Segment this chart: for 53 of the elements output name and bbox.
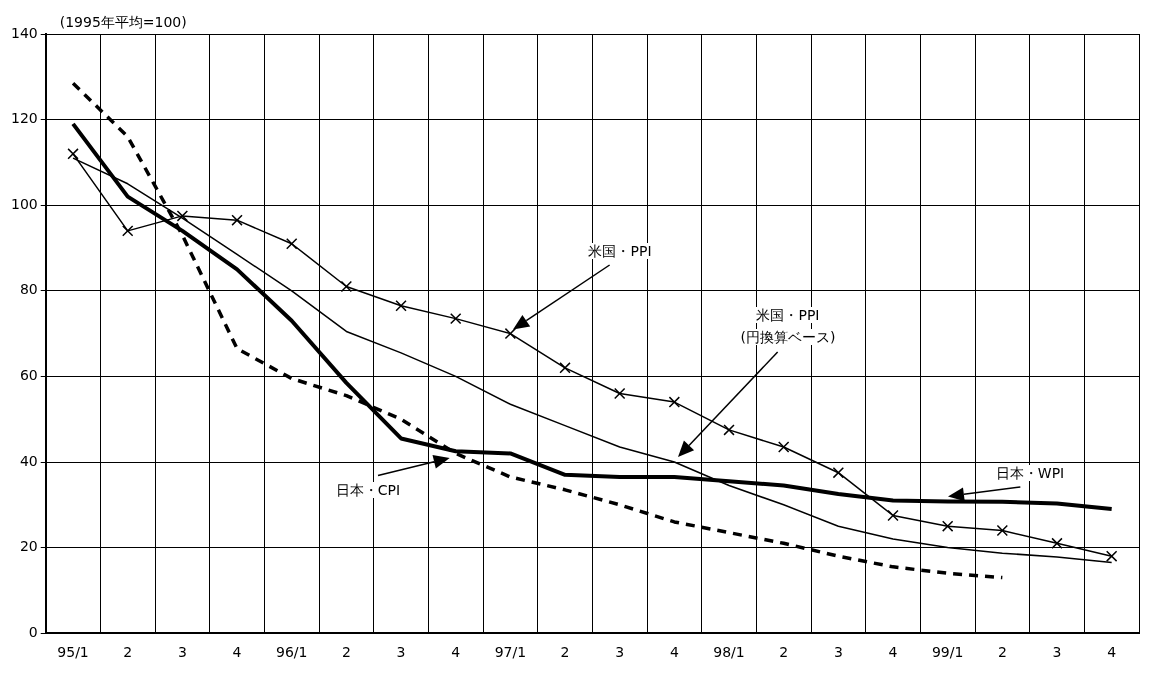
- point: [1105, 550, 1118, 562]
- x-tick-label: 97/1: [494, 644, 527, 661]
- x-tick-label: 2: [997, 644, 1007, 661]
- point: [668, 396, 681, 408]
- x-tick-label: 95/1: [57, 644, 89, 661]
- point: [504, 327, 517, 340]
- y-tick-label: 20: [19, 538, 38, 555]
- point: [996, 524, 1009, 537]
- point: [450, 312, 462, 325]
- x-tick-label: 4: [669, 644, 679, 661]
- x-tick-label: 3: [615, 644, 625, 661]
- x-tick-label: 96/1: [275, 644, 308, 661]
- y-tick-label: 100: [10, 195, 38, 212]
- x-tick-label: 2: [779, 644, 789, 661]
- x-tick-label: 4: [888, 644, 898, 661]
- y-tick-label: 60: [19, 367, 38, 384]
- x-tick-label: 2: [341, 644, 351, 661]
- point: [231, 214, 243, 226]
- point: [1051, 537, 1063, 550]
- point: [887, 509, 899, 522]
- x-tick-label: 4: [451, 644, 461, 661]
- x-tick-label: 4: [1107, 644, 1117, 661]
- y-tick-label: 0: [28, 623, 38, 640]
- point: [941, 520, 954, 532]
- y-tick-label: 40: [19, 452, 38, 469]
- point: [176, 210, 189, 222]
- point: [559, 362, 571, 374]
- x-tick-label: 2: [123, 644, 133, 661]
- y-tick-label: 80: [19, 281, 38, 298]
- x-tick-label: 3: [177, 644, 187, 661]
- point: [832, 467, 845, 479]
- annotation: 日本・WPI: [995, 465, 1065, 481]
- x-tick-label: 3: [396, 644, 406, 661]
- x-tick-label: 99/1: [931, 644, 964, 661]
- x-tick-label: 98/1: [713, 644, 745, 661]
- x-tick-label: 3: [833, 644, 843, 661]
- annotation: 米国・PPI: [588, 243, 652, 259]
- y-axis-title: (1995年平均=100): [59, 13, 187, 30]
- y-tick-label: 140: [10, 24, 38, 41]
- point: [67, 148, 79, 160]
- annotation: 日本・CPI: [335, 482, 401, 498]
- x-tick-label: 4: [232, 644, 242, 661]
- x-tick-label: 3: [1052, 644, 1062, 661]
- y-tick-label: 120: [10, 110, 38, 127]
- point: [340, 280, 353, 293]
- point: [395, 300, 407, 312]
- point: [122, 225, 134, 237]
- point: [723, 424, 735, 436]
- x-tick-label: 2: [560, 644, 570, 661]
- point: [777, 441, 790, 453]
- point: [286, 238, 298, 250]
- point: [613, 387, 626, 400]
- annotation: 米国・PPI (円換算ベース): [740, 307, 836, 345]
